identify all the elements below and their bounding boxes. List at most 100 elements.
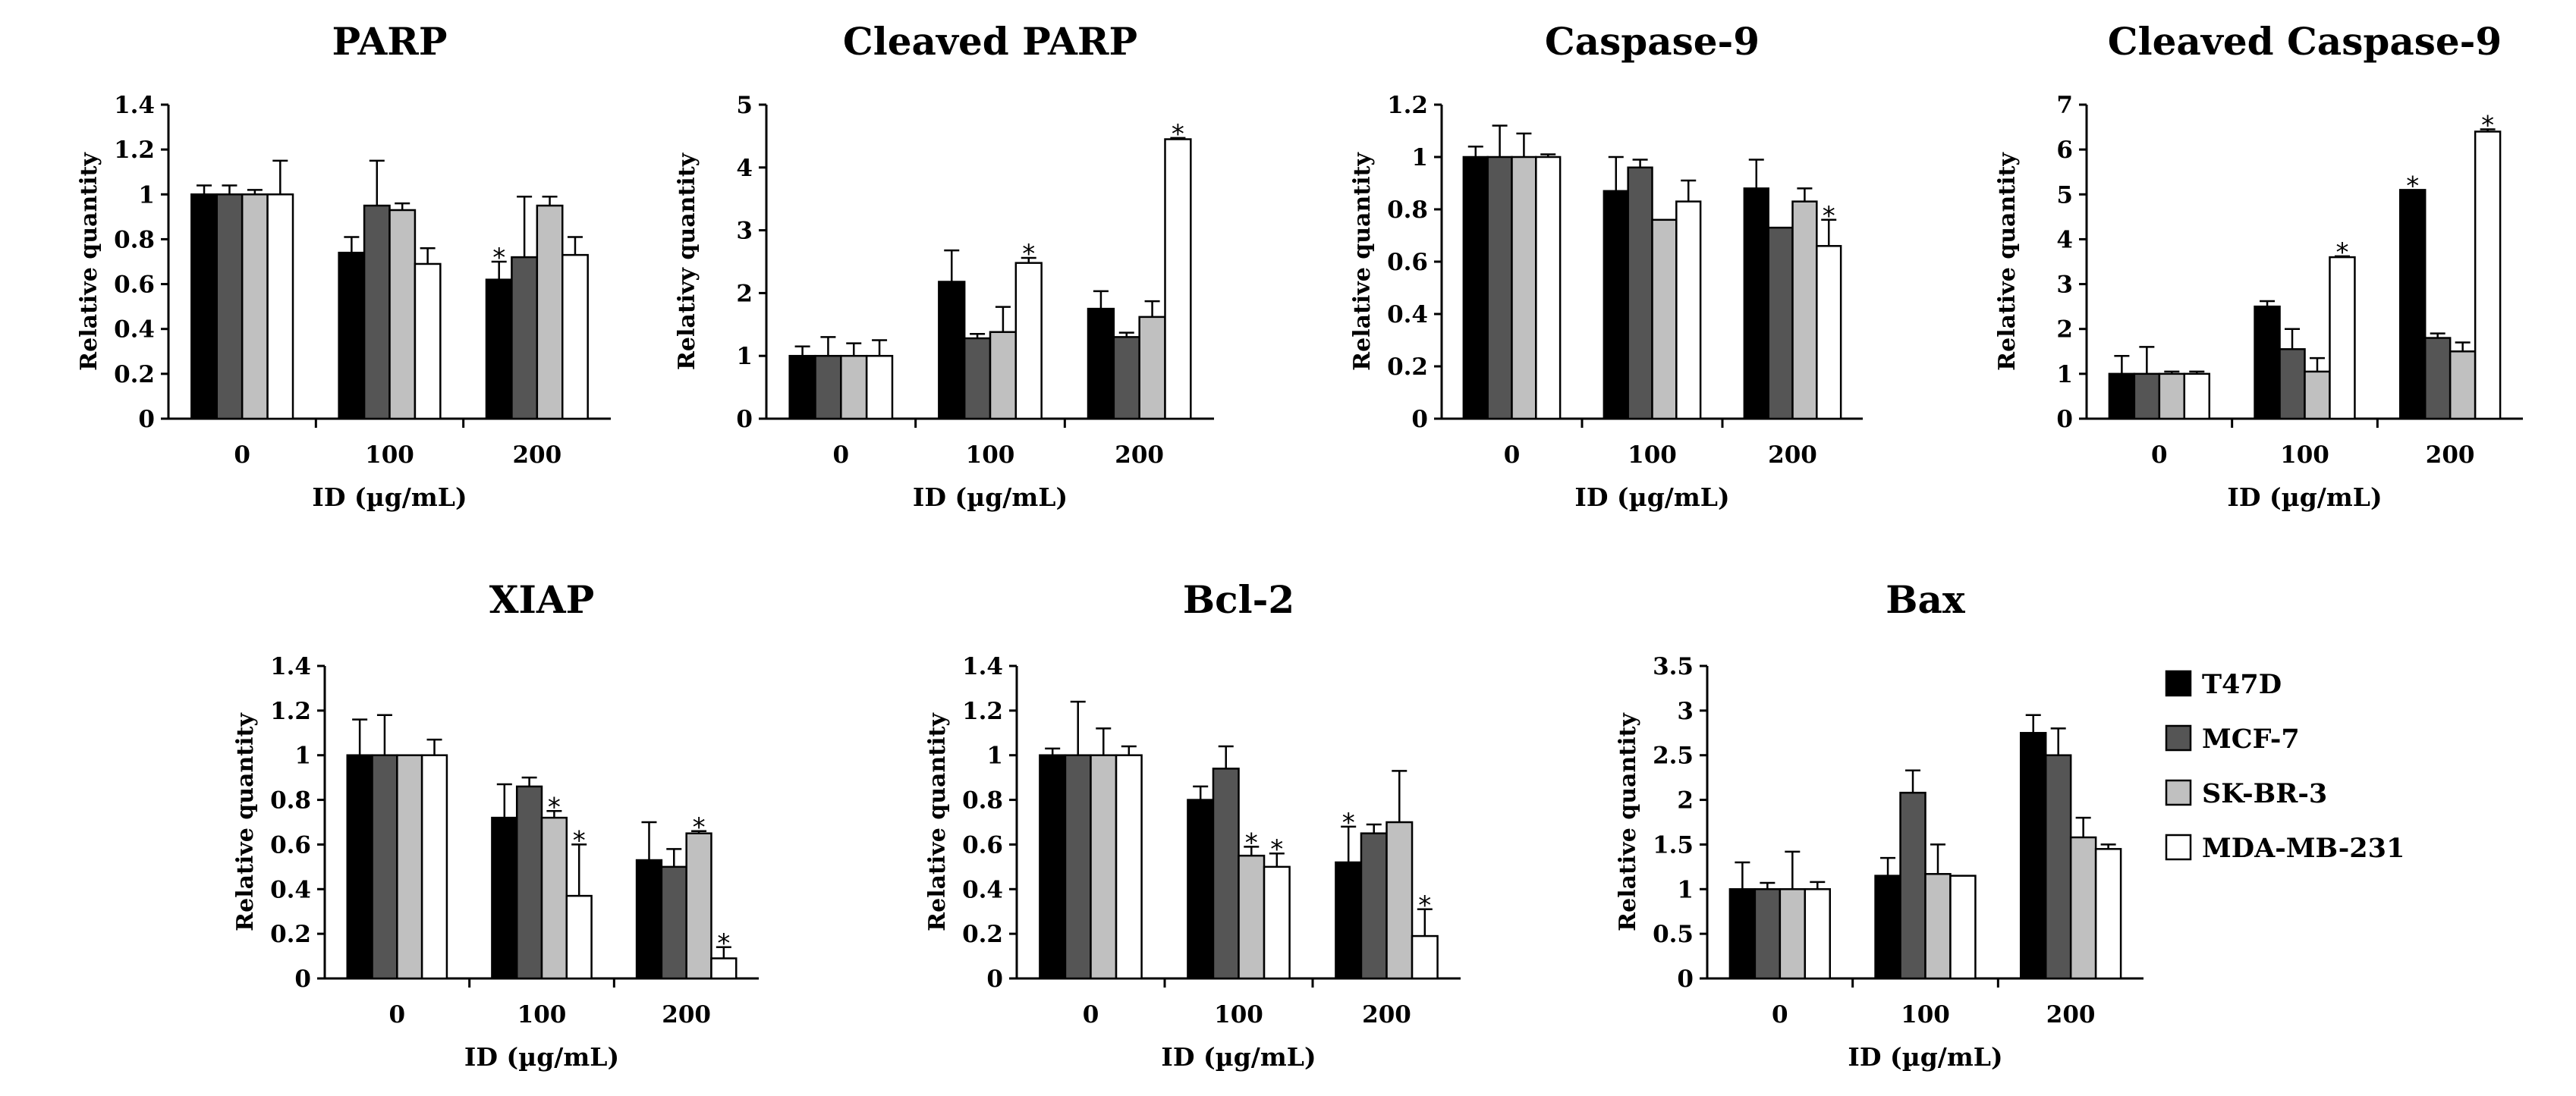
y-tick-label: 0 xyxy=(2056,406,2073,433)
y-axis-label: Relative quantity xyxy=(1349,152,1376,371)
bar-T47D xyxy=(2254,305,2281,420)
y-tick-label: 0.6 xyxy=(962,831,1003,859)
bar-MCF-7 xyxy=(1627,166,1653,420)
y-tick-label: 7 xyxy=(2056,92,2073,119)
chart-3: Cleaved Caspase-9 0 1 2 3 4 5 6 7 Relative quanti… xyxy=(1994,19,2523,512)
y-tick-label: 0.4 xyxy=(270,876,311,903)
x-tick-label: 100 xyxy=(517,1001,567,1028)
y-tick-label: 0.2 xyxy=(270,921,311,948)
significance-star: * xyxy=(1342,808,1355,838)
x-axis-label: ID (µg/mL) xyxy=(913,482,1068,512)
y-tick-label: 3.5 xyxy=(1653,653,1694,680)
y-axis-label: Relativy quantity xyxy=(674,152,700,370)
y-tick-label: 1 xyxy=(294,743,311,770)
bar-SK-BR-3 xyxy=(1386,821,1414,980)
bar-SK-BR-3 xyxy=(1238,854,1266,980)
significance-star: * xyxy=(492,243,505,273)
bar-SK-BR-3 xyxy=(540,816,568,980)
bar-MDA-MB-231 xyxy=(266,193,294,420)
legend-label-MDA-MB-231: MDA-MB-231 xyxy=(2202,833,2405,864)
bar-T47D xyxy=(190,193,218,420)
bar-MCF-7 xyxy=(371,754,398,980)
bar-MCF-7 xyxy=(1767,226,1794,420)
bar-MCF-7 xyxy=(1112,336,1140,420)
bar-SK-BR-3 xyxy=(396,754,423,980)
bar-MDA-MB-231 xyxy=(561,253,589,420)
x-axis-label: ID (µg/mL) xyxy=(1574,482,1729,512)
significance-star: * xyxy=(2406,171,2419,201)
x-tick-label: 0 xyxy=(1772,1001,1788,1028)
bar-MCF-7 xyxy=(2279,348,2306,420)
bar-T47D xyxy=(485,278,513,420)
bar-SK-BR-3 xyxy=(1090,754,1118,980)
bar-SK-BR-3 xyxy=(1511,155,1537,420)
legend-label-MCF-7: MCF-7 xyxy=(2202,724,2300,755)
y-tick-label: 3 xyxy=(736,218,753,245)
bar-SK-BR-3 xyxy=(1779,888,1807,980)
y-tick-label: 0.2 xyxy=(1387,353,1428,381)
y-tick-label: 0.4 xyxy=(1387,301,1428,328)
y-tick-label: 1.4 xyxy=(114,92,155,119)
bar-T47D xyxy=(1039,754,1067,980)
bar-MDA-MB-231 xyxy=(1675,200,1702,420)
bar-MCF-7 xyxy=(1360,832,1388,980)
bar-T47D xyxy=(491,816,518,980)
significance-star: * xyxy=(717,928,730,959)
significance-star: * xyxy=(573,825,586,856)
bar-MDA-MB-231 xyxy=(1804,888,1832,980)
bar-MCF-7 xyxy=(511,256,539,420)
bar-SK-BR-3 xyxy=(1924,873,1952,980)
y-tick-label: 1 xyxy=(138,181,155,209)
x-tick-label: 200 xyxy=(2046,1001,2096,1028)
legend-swatch-T47D xyxy=(2165,670,2192,697)
bar-MDA-MB-231 xyxy=(565,894,593,980)
y-tick-label: 0.6 xyxy=(114,272,155,299)
x-tick-label: 200 xyxy=(1768,441,1817,469)
y-tick-label: 2 xyxy=(2056,316,2073,344)
y-tick-label: 1.4 xyxy=(270,653,311,680)
bar-T47D xyxy=(2398,189,2427,420)
y-tick-label: 1.4 xyxy=(962,653,1003,680)
y-tick-label: 0.8 xyxy=(1387,196,1428,224)
x-tick-label: 0 xyxy=(2151,441,2168,469)
bar-MCF-7 xyxy=(215,193,244,420)
bar-T47D xyxy=(1603,190,1629,420)
y-tick-label: 1 xyxy=(2056,361,2073,388)
chart-1: Cleaved PARP 0 1 2 3 4 5 Relativy quantity 0 100 *… xyxy=(674,19,1214,512)
chart-6: Bax 0 0.5 1 1.5 2 2.5 3 3.5 Relative quantity 0 100… xyxy=(1615,577,2144,1072)
y-tick-label: 4 xyxy=(2056,226,2073,253)
bar-T47D xyxy=(1187,799,1215,980)
bar-T47D xyxy=(2019,732,2047,980)
bar-SK-BR-3 xyxy=(2158,372,2186,420)
bar-MCF-7 xyxy=(1754,888,1782,980)
y-tick-label: 0 xyxy=(986,966,1003,993)
bar-T47D xyxy=(1335,861,1363,980)
y-tick-label: 1.2 xyxy=(270,698,311,725)
y-tick-label: 0.5 xyxy=(1653,921,1694,948)
y-tick-label: 1.2 xyxy=(962,698,1003,725)
y-tick-label: 0.8 xyxy=(114,226,155,253)
bar-SK-BR-3 xyxy=(2449,350,2477,420)
chart-2: Caspase-9 0 0.2 0.4 0.6 0.8 1 1.2 Relative quant… xyxy=(1349,19,1863,512)
bar-SK-BR-3 xyxy=(685,832,712,980)
y-tick-label: 0.2 xyxy=(962,921,1003,948)
bar-MDA-MB-231 xyxy=(1535,155,1562,420)
x-tick-label: 0 xyxy=(1504,441,1521,469)
bar-MCF-7 xyxy=(963,337,992,420)
y-axis-label: Relative quantity xyxy=(924,712,951,931)
x-axis-label: ID (µg/mL) xyxy=(2227,482,2382,512)
bar-MDA-MB-231 xyxy=(2474,130,2502,420)
bar-T47D xyxy=(1874,875,1901,980)
y-tick-label: 6 xyxy=(2056,137,2073,164)
chart-title: Cleaved Caspase-9 xyxy=(2108,19,2502,64)
significance-star: * xyxy=(1172,119,1184,149)
bar-MDA-MB-231 xyxy=(1263,865,1291,980)
bar-MDA-MB-231 xyxy=(1411,934,1439,980)
y-tick-label: 0 xyxy=(138,406,155,433)
chart-title: Cleaved PARP xyxy=(843,19,1137,64)
bar-MCF-7 xyxy=(515,785,543,980)
significance-star: * xyxy=(693,812,706,843)
x-tick-label: 100 xyxy=(365,441,414,469)
x-axis-label: ID (µg/mL) xyxy=(1848,1042,2002,1072)
legend: T47D MCF-7 SK-BR-3 MDA-MB-231 xyxy=(2165,669,2405,864)
